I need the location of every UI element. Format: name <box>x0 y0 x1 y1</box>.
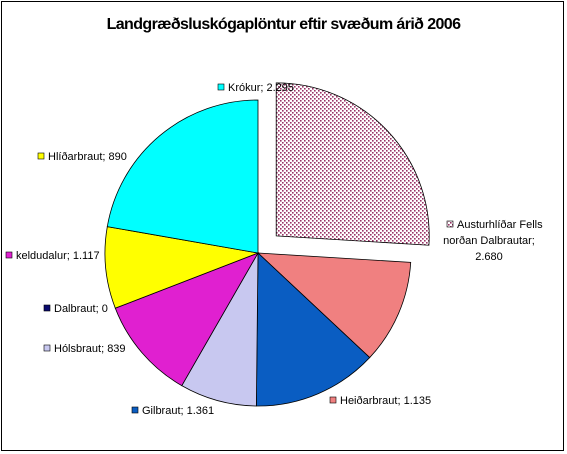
data-label-ho-lsbraut: Hólsbraut; 839 <box>54 343 126 355</box>
data-label-hli-arbraut: Hlíðarbraut; 890 <box>48 151 127 163</box>
label-key-kro-kur <box>217 83 225 91</box>
data-label-kro-kur: Krókur; 2.295 <box>228 82 294 94</box>
pie-slice-gilbraut <box>255 252 371 407</box>
label-key-hei-arbraut <box>329 396 337 404</box>
pie-slice-keldudalur <box>114 252 259 387</box>
data-label-dalbraut: Dalbraut; 0 <box>54 303 108 315</box>
pie-slice-kro-kur <box>106 99 259 254</box>
data-label-keldudalur: keldudalur; 1.117 <box>16 250 100 262</box>
label-key-austurhli-ar-fells-nor-an-dalbrautar <box>446 220 454 228</box>
pie-slice-austurhli-ar-fells-nor-an-dalbrautar <box>275 82 430 246</box>
data-label-gilbraut: Gilbraut; 1.361 <box>142 405 214 417</box>
data-label-hei-arbraut: Heiðarbraut; 1.135 <box>340 395 431 407</box>
pie-slice-hei-arbraut <box>256 252 412 359</box>
pie-slice-hli-arbraut <box>104 226 260 309</box>
data-label-austurhli-ar-fells-nor-an-dalbrautar-line-2: norðan Dalbrautar; <box>443 235 535 247</box>
data-label-austurhli-ar-fells-nor-an-dalbrautar-line-1: Austurhlíðar Fells <box>457 219 543 231</box>
chart-title: Landgræðsluskógaplöntur eftir svæðum ári… <box>106 16 461 33</box>
label-key-keldudalur <box>5 251 13 259</box>
label-key-dalbraut <box>43 304 51 312</box>
data-label-austurhli-ar-fells-nor-an-dalbrautar-line-3: 2.680 <box>475 251 503 263</box>
label-key-ho-lsbraut <box>43 344 51 352</box>
label-key-gilbraut <box>131 406 139 414</box>
label-key-hli-arbraut <box>37 152 45 160</box>
